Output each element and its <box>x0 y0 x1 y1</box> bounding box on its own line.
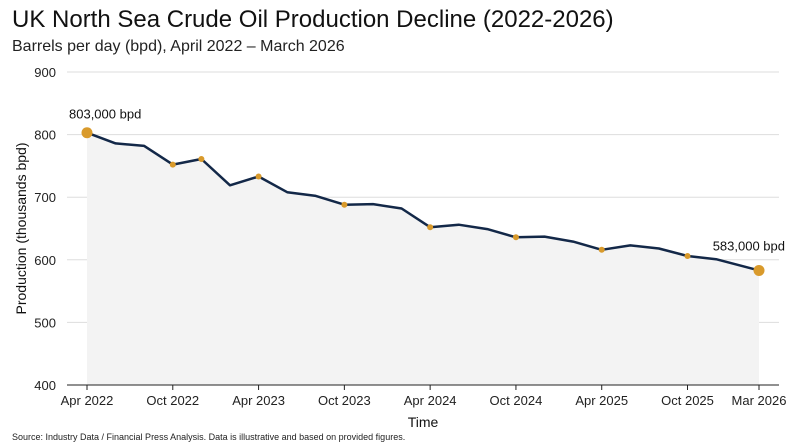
x-axis-label: Time <box>408 414 439 430</box>
area-fill <box>87 132 759 385</box>
y-tick-label: 400 <box>34 378 56 393</box>
data-point-marker <box>512 234 519 241</box>
data-markers <box>81 127 765 276</box>
y-tick-label: 600 <box>34 253 56 268</box>
y-tick-label: 900 <box>34 65 56 80</box>
x-tick-label: Oct 2025 <box>661 393 714 408</box>
source-note: Source: Industry Data / Financial Press … <box>12 432 406 442</box>
series-line <box>86 131 760 272</box>
data-point-marker <box>684 253 691 260</box>
data-point-marker <box>81 127 93 139</box>
x-tick-label: Mar 2026 <box>732 393 787 408</box>
value-annotation: 583,000 bpd <box>713 238 785 253</box>
chart-title: UK North Sea Crude Oil Production Declin… <box>12 6 614 33</box>
y-tick-label: 700 <box>34 190 56 205</box>
x-axis-ticks: Apr 2022 Oct 2022 Apr 2023 Oct 2023 Apr 2024… <box>61 385 787 408</box>
y-axis-ticks: 400 500 600 700 800 900 <box>34 65 56 393</box>
annotations: 803,000 bpd 583,000 bpd <box>69 107 785 254</box>
x-tick-label: Oct 2024 <box>490 393 543 408</box>
x-tick-label: Oct 2022 <box>146 393 199 408</box>
x-tick-label: Apr 2025 <box>575 393 628 408</box>
y-axis-label: Production (thousands bpd) <box>13 143 29 315</box>
data-point-marker <box>753 264 765 276</box>
chart-subtitle: Barrels per day (bpd), April 2022 – Marc… <box>12 38 345 55</box>
data-point-marker <box>255 173 262 180</box>
y-tick-label: 500 <box>34 315 56 330</box>
data-point-marker <box>598 246 605 253</box>
value-annotation: 803,000 bpd <box>69 107 141 122</box>
x-tick-label: Apr 2023 <box>232 393 285 408</box>
x-tick-label: Apr 2024 <box>404 393 457 408</box>
data-point-marker <box>427 224 434 231</box>
data-point-marker <box>198 156 205 163</box>
data-point-marker <box>341 201 348 208</box>
y-tick-label: 800 <box>34 128 56 143</box>
x-tick-label: Apr 2022 <box>61 393 114 408</box>
x-tick-label: Oct 2023 <box>318 393 371 408</box>
data-point-marker <box>169 161 176 168</box>
